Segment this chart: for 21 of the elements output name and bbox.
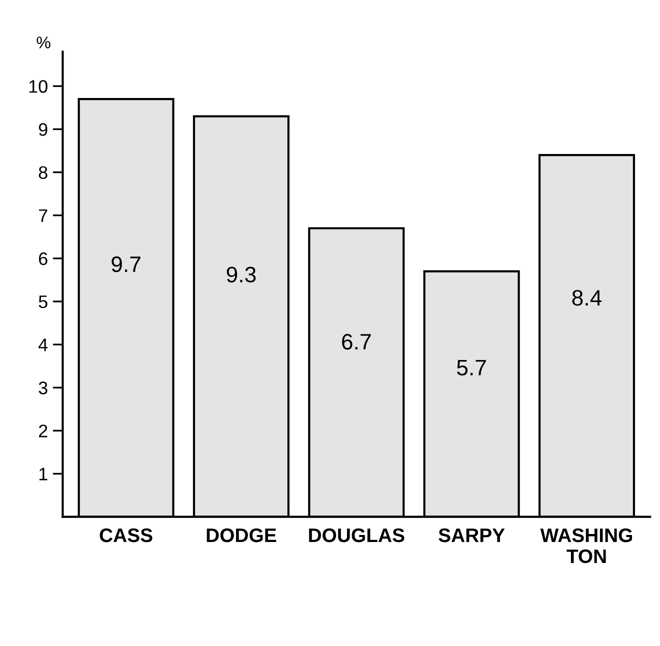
y-tick-label: 8 xyxy=(38,166,48,179)
data-label: 8.4 xyxy=(572,290,602,306)
data-label: 5.7 xyxy=(457,360,486,376)
x-tick-label: WASHING TON xyxy=(540,528,632,564)
y-tick-label: 4 xyxy=(38,338,48,352)
x-tick-label: SARPY xyxy=(438,528,505,542)
y-tick-label: 3 xyxy=(38,382,48,394)
x-tick-label: CASS xyxy=(100,528,152,542)
y-tick-label: 10 xyxy=(29,80,48,93)
y-axis-title: % xyxy=(36,36,50,48)
y-tick-label: 5 xyxy=(38,296,48,308)
data-label: 9.3 xyxy=(226,266,256,282)
y-tick-label: 7 xyxy=(39,209,48,222)
y-tick-label: 2 xyxy=(38,424,48,438)
data-label: 6.7 xyxy=(342,334,371,350)
x-tick-label: DOUGLAS xyxy=(309,528,404,542)
x-tick-label: DODGE xyxy=(206,528,276,542)
data-label: 9.7 xyxy=(112,256,140,272)
y-tick-label: 1 xyxy=(39,468,48,480)
y-tick-label: 6 xyxy=(38,252,48,266)
y-tick-label: 9 xyxy=(38,123,48,136)
